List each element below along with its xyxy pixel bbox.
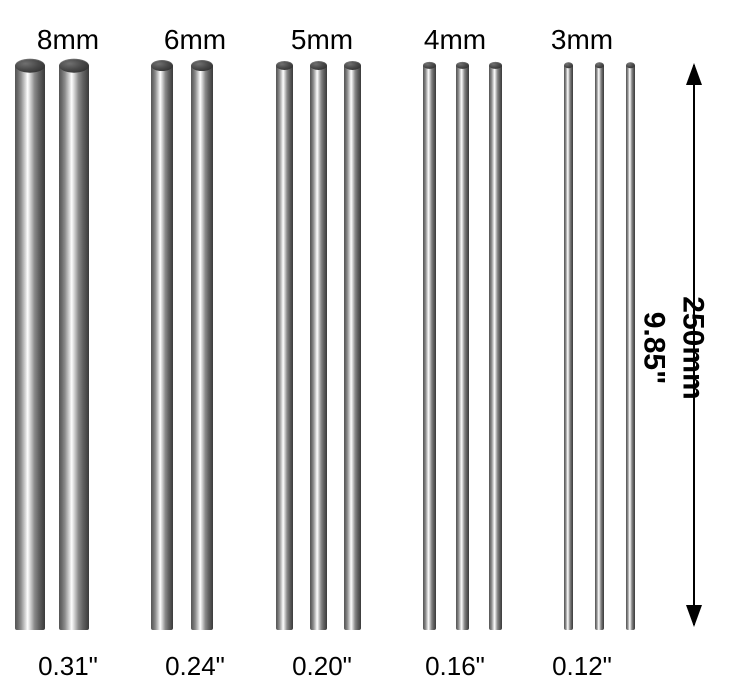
size-label-mm-0: 8mm — [37, 24, 99, 56]
rod-cap — [489, 62, 502, 69]
rod-body — [191, 65, 213, 630]
rod-body — [423, 65, 436, 630]
rod — [59, 65, 89, 630]
rod — [151, 65, 173, 630]
rod-cap — [59, 59, 89, 73]
rod-cap — [564, 62, 573, 68]
height-label-mm: 250mm — [675, 296, 709, 399]
rod — [276, 65, 293, 630]
rod-cap — [191, 60, 213, 71]
size-label-mm-1: 6mm — [164, 24, 226, 56]
rod-body — [151, 65, 173, 630]
rod — [489, 65, 502, 630]
rod — [456, 65, 469, 630]
rod-cap — [310, 61, 327, 70]
rod-cap — [423, 62, 436, 69]
rod — [423, 65, 436, 630]
rod-body — [489, 65, 502, 630]
size-label-in-2: 0.20" — [292, 651, 352, 682]
rod-group-2 — [276, 65, 361, 630]
size-label-in-4: 0.12" — [552, 651, 612, 682]
rod — [626, 65, 635, 630]
rod-body — [59, 65, 89, 630]
rod-group-4 — [564, 65, 635, 630]
size-label-mm-3: 4mm — [424, 24, 486, 56]
rod-cap — [456, 62, 469, 69]
rod-cap — [595, 62, 604, 68]
rod — [564, 65, 573, 630]
rod-body — [310, 65, 327, 630]
rod-cap — [344, 61, 361, 70]
size-label-mm-2: 5mm — [291, 24, 353, 56]
size-label-in-0: 0.31" — [38, 651, 98, 682]
size-label-mm-4: 3mm — [551, 24, 613, 56]
rod-group-0 — [15, 65, 89, 630]
rod-cap — [626, 62, 635, 68]
diagram-container: 8mm 6mm 5mm 4mm 3mm 0.31" 0.24" 0.20" 0.… — [0, 0, 750, 696]
rods-area — [15, 65, 635, 630]
rod-body — [344, 65, 361, 630]
size-label-in-1: 0.24" — [165, 651, 225, 682]
rod — [15, 65, 45, 630]
rod-body — [595, 65, 604, 630]
rod-group-3 — [423, 65, 502, 630]
rod — [344, 65, 361, 630]
size-label-in-3: 0.16" — [425, 651, 485, 682]
rod-body — [626, 65, 635, 630]
rod-body — [15, 65, 45, 630]
height-label-in: 9.85" — [637, 312, 671, 385]
arrow-down-icon — [686, 605, 702, 627]
rod-group-1 — [151, 65, 213, 630]
rod-body — [456, 65, 469, 630]
rod — [310, 65, 327, 630]
rod-cap — [151, 60, 173, 71]
rod-cap — [15, 59, 45, 73]
rod-body — [564, 65, 573, 630]
rod-cap — [276, 61, 293, 70]
rod — [191, 65, 213, 630]
rod — [595, 65, 604, 630]
rod-body — [276, 65, 293, 630]
arrow-up-icon — [686, 63, 702, 85]
